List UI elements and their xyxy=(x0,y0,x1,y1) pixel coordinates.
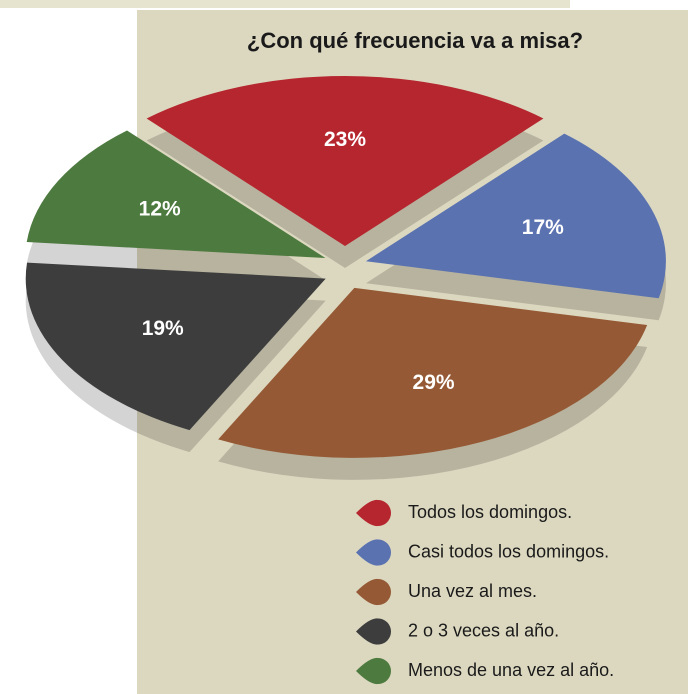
legend-label: 2 o 3 veces al año. xyxy=(408,620,559,640)
chart-title: ¿Con qué frecuencia va a misa? xyxy=(247,28,583,53)
slice xyxy=(218,287,648,458)
legend-icon xyxy=(356,539,391,566)
legend-icon xyxy=(356,578,391,606)
slice-label: 17% xyxy=(522,216,564,239)
legend-label: Casi todos los domingos. xyxy=(408,541,609,561)
slice-label: 23% xyxy=(324,128,366,151)
legend-label: Una vez al mes. xyxy=(408,581,537,601)
slice xyxy=(25,262,326,431)
legend-icon xyxy=(356,657,391,685)
slice xyxy=(146,76,544,246)
legend-icon xyxy=(356,618,391,645)
legend-icon xyxy=(356,499,391,527)
slice-label: 29% xyxy=(413,371,455,394)
legend-label: Todos los domingos. xyxy=(408,502,572,522)
slice-label: 12% xyxy=(139,198,181,221)
slice-label: 19% xyxy=(142,317,184,340)
slice xyxy=(26,130,326,259)
slice xyxy=(365,133,666,299)
top-strip xyxy=(0,0,570,8)
legend-label: Menos de una vez al año. xyxy=(408,660,614,680)
